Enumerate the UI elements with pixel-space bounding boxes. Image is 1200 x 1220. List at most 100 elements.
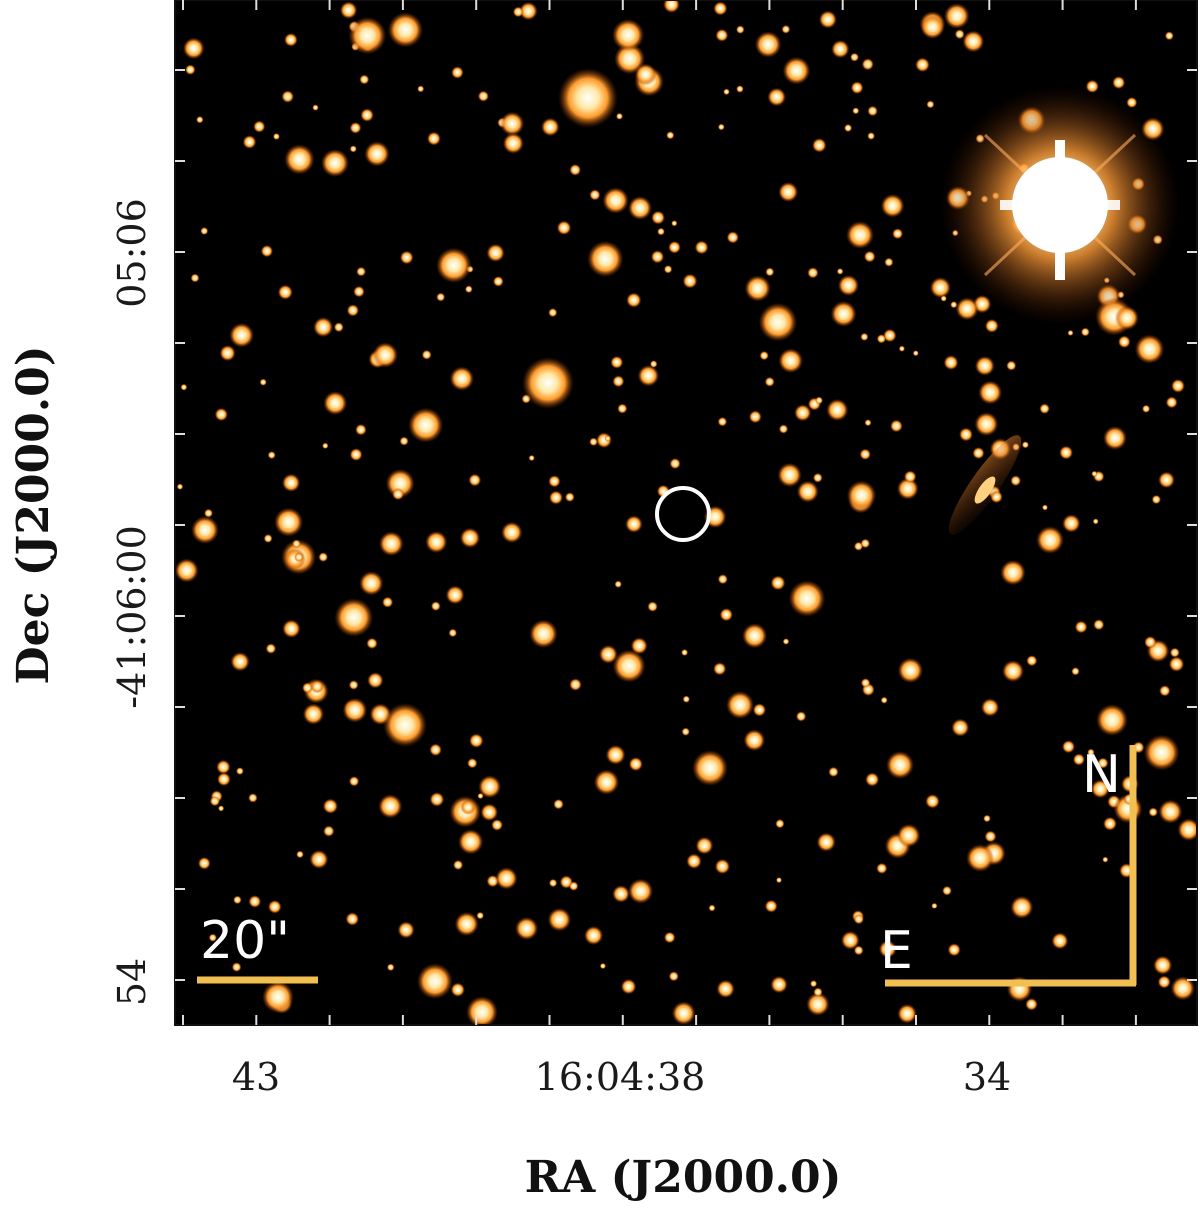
star (657, 227, 665, 236)
bright-star (940, 85, 1180, 325)
star (637, 364, 660, 387)
star (214, 407, 228, 422)
compass-north-label: N (1082, 745, 1121, 805)
star (612, 18, 645, 52)
star (272, 133, 280, 140)
star (284, 32, 298, 47)
star (850, 52, 859, 62)
star (815, 396, 823, 405)
star (726, 231, 739, 244)
star (865, 772, 880, 787)
star (744, 275, 771, 302)
star (348, 680, 359, 690)
compass-east-label: E (880, 921, 913, 981)
star (650, 250, 665, 264)
star (1153, 955, 1173, 975)
star (356, 266, 366, 277)
star (294, 552, 304, 562)
star (620, 978, 637, 995)
star (454, 911, 479, 937)
star (715, 28, 729, 42)
star (553, 798, 564, 810)
star (876, 334, 887, 344)
star (385, 468, 415, 498)
star (1117, 335, 1131, 349)
star (883, 328, 897, 343)
star (219, 345, 236, 362)
star (713, 1, 728, 16)
star (806, 992, 830, 1016)
star (209, 795, 221, 807)
star (896, 477, 919, 500)
scale-bar: 20" (197, 911, 318, 984)
star (281, 90, 295, 103)
star (828, 766, 839, 778)
star (436, 247, 472, 284)
star (191, 516, 219, 544)
star (860, 332, 869, 341)
star (912, 350, 919, 357)
star (218, 805, 225, 812)
star (853, 945, 864, 956)
star (426, 131, 441, 146)
star (392, 488, 405, 501)
star (980, 698, 1000, 717)
star (548, 475, 561, 488)
star (399, 250, 414, 265)
star (468, 473, 482, 487)
star (1142, 404, 1151, 413)
star (217, 772, 231, 787)
star (248, 793, 258, 803)
star (1165, 396, 1178, 409)
star (708, 904, 716, 912)
star (383, 703, 427, 747)
star (692, 750, 728, 786)
star (892, 228, 904, 240)
star (669, 458, 681, 470)
star (1062, 514, 1081, 533)
star (846, 221, 874, 249)
star (216, 759, 231, 775)
star (323, 391, 348, 416)
star (1170, 976, 1195, 1001)
star (430, 601, 441, 611)
star (610, 355, 624, 369)
star (929, 277, 952, 299)
star (265, 643, 277, 654)
star (425, 530, 448, 554)
star (175, 558, 199, 583)
star (589, 189, 601, 201)
star (1061, 740, 1076, 754)
star (491, 819, 503, 831)
star (840, 930, 860, 950)
star (259, 378, 267, 386)
star (794, 404, 812, 422)
star (1134, 334, 1165, 364)
star (954, 29, 965, 40)
scale-bar-label: 20" (200, 911, 290, 971)
star (1103, 426, 1127, 450)
star (880, 696, 888, 704)
star (348, 776, 360, 787)
star (630, 637, 648, 655)
x-axis-title: RA (J2000.0) (525, 1152, 842, 1203)
star (515, 916, 539, 941)
star (322, 442, 329, 449)
star (837, 274, 860, 296)
star (612, 649, 646, 683)
star (449, 366, 474, 391)
star (686, 853, 702, 869)
star (628, 878, 654, 904)
star (959, 427, 973, 442)
star (614, 580, 622, 588)
star (522, 357, 574, 409)
star (898, 345, 906, 352)
star (778, 182, 799, 202)
star (1071, 667, 1080, 676)
star (713, 662, 727, 676)
star (204, 508, 213, 518)
star (625, 515, 643, 533)
star (464, 285, 473, 294)
star (274, 507, 304, 537)
star (890, 419, 903, 433)
